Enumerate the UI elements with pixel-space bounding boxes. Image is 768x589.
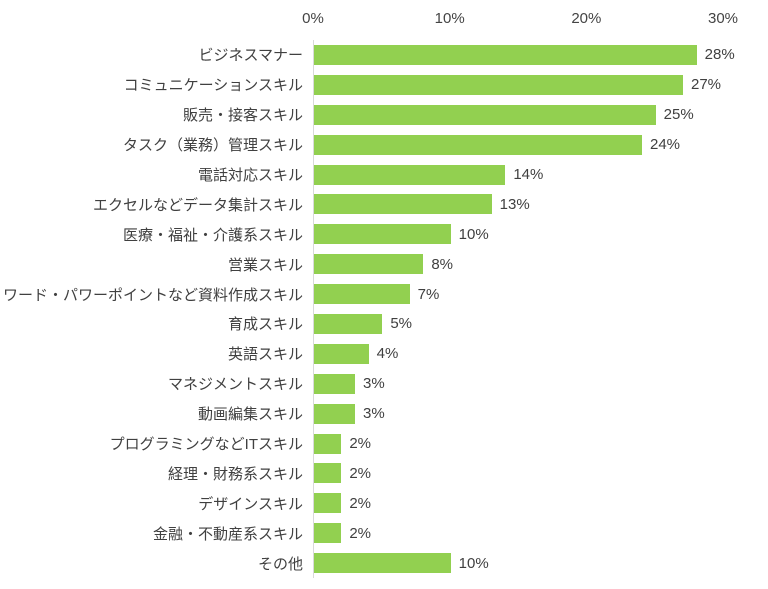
x-axis-tick-label: 20% [571,10,602,27]
y-axis-line [313,40,314,578]
bar-row: マネジメントスキル 3% [0,369,768,399]
category-label: タスク（業務）管理スキル [122,137,303,155]
bar [314,313,383,334]
value-label: 13% [499,195,530,213]
value-label: 10% [458,554,489,572]
bar-row: 電話対応スキル 14% [0,160,768,190]
bar-track: 27% [313,70,768,100]
value-label: 24% [650,136,681,154]
bar-track: 25% [313,100,768,130]
category-label: デザインスキル [198,495,303,513]
value-label: 27% [691,76,722,94]
bar-row: ワード・パワーポイントなど資料作成スキル 7% [0,279,768,309]
bar-row: 動画編集スキル 3% [0,399,768,429]
bar-row: 営業スキル 8% [0,249,768,279]
value-label: 5% [390,315,413,333]
category-label: マネジメントスキル [167,376,303,394]
value-label: 2% [349,494,372,512]
category-label: 動画編集スキル [197,406,303,424]
bar [314,493,342,514]
bar [314,553,451,574]
bar-track: 2% [313,488,768,518]
bar [314,254,424,275]
bar [314,224,451,245]
category-label: 営業スキル [227,256,303,274]
bar-row: タスク（業務）管理スキル 24% [0,130,768,160]
x-axis-tick-label: 10% [434,10,465,27]
bar-track: 13% [313,189,768,219]
value-label: 3% [363,375,385,393]
bar-row: デザインスキル 2% [0,488,768,518]
value-label: 8% [431,255,454,273]
bar [314,523,342,544]
category-label: ワード・パワーポイントなど資料作成スキル [2,286,303,304]
bar [314,373,355,394]
plot-area: ビジネスマナー 28% コミュニケーションスキル 27% 販売・接客スキル 25% タスク（… [0,40,768,578]
bar-track: 5% [313,309,768,339]
bar-track: 10% [313,219,768,249]
x-axis-tick-label: 0% [302,10,324,27]
bar-row: エクセルなどデータ集計スキル 13% [0,189,768,219]
bar-track: 8% [313,249,768,279]
bar-track: 14% [313,160,768,190]
bar [314,104,656,125]
bar-row: 英語スキル 4% [0,339,768,369]
bar-track: 7% [313,279,768,309]
category-label: 医療・福祉・介護系スキル [122,226,303,244]
category-label: 販売・接客スキル [182,107,303,125]
bar [314,284,410,305]
category-label: 経理・財務系スキル [167,465,303,483]
bar-track: 2% [313,518,768,548]
bar-row: 医療・福祉・介護系スキル 10% [0,219,768,249]
value-label: 7% [417,285,440,303]
x-axis-ticks: 0% 10% 20% 30% [0,10,768,36]
bar [314,74,683,95]
bar [314,134,642,155]
bar-row: 金融・不動産系スキル 2% [0,518,768,548]
value-label: 2% [349,435,372,453]
bar [314,164,506,185]
bar-row: コミュニケーションスキル 27% [0,70,768,100]
bar-track: 10% [313,548,768,578]
bar [314,194,492,215]
value-label: 10% [458,225,489,243]
value-label: 25% [663,106,694,124]
bar-row: 経理・財務系スキル 2% [0,458,768,488]
bar-track: 2% [313,429,768,459]
category-label: その他 [257,555,303,573]
category-label: ビジネスマナー [198,47,303,65]
bar-row: その他 10% [0,548,768,578]
bar-track: 3% [313,399,768,429]
category-label: エクセルなどデータ集計スキル [92,196,303,214]
value-label: 14% [513,166,544,183]
category-label: 電話対応スキル [197,167,303,184]
bar [314,44,697,65]
category-label: 金融・不動産系スキル [152,525,303,543]
bar-row: 育成スキル 5% [0,309,768,339]
bar-row: ビジネスマナー 28% [0,40,768,70]
bar [314,403,355,424]
bar-track: 2% [313,458,768,488]
category-label: 育成スキル [227,316,303,334]
value-label: 2% [349,464,372,482]
value-label: 3% [363,405,385,423]
category-label: 英語スキル [227,346,303,364]
category-label: プログラミングなどITスキル [109,436,303,454]
bar-row: プログラミングなどITスキル 2% [0,429,768,459]
value-label: 28% [704,46,735,64]
bar-track: 4% [313,339,768,369]
value-label: 4% [376,345,399,363]
bar-row: 販売・接客スキル 25% [0,100,768,130]
bar [314,433,342,454]
bar-track: 28% [313,40,768,70]
bar-track: 3% [313,369,768,399]
bar-track: 24% [313,130,768,160]
category-label: コミュニケーションスキル [123,77,303,95]
bar [314,343,369,364]
bar [314,463,342,484]
value-label: 2% [349,524,372,542]
x-axis-tick-label: 30% [707,10,739,27]
